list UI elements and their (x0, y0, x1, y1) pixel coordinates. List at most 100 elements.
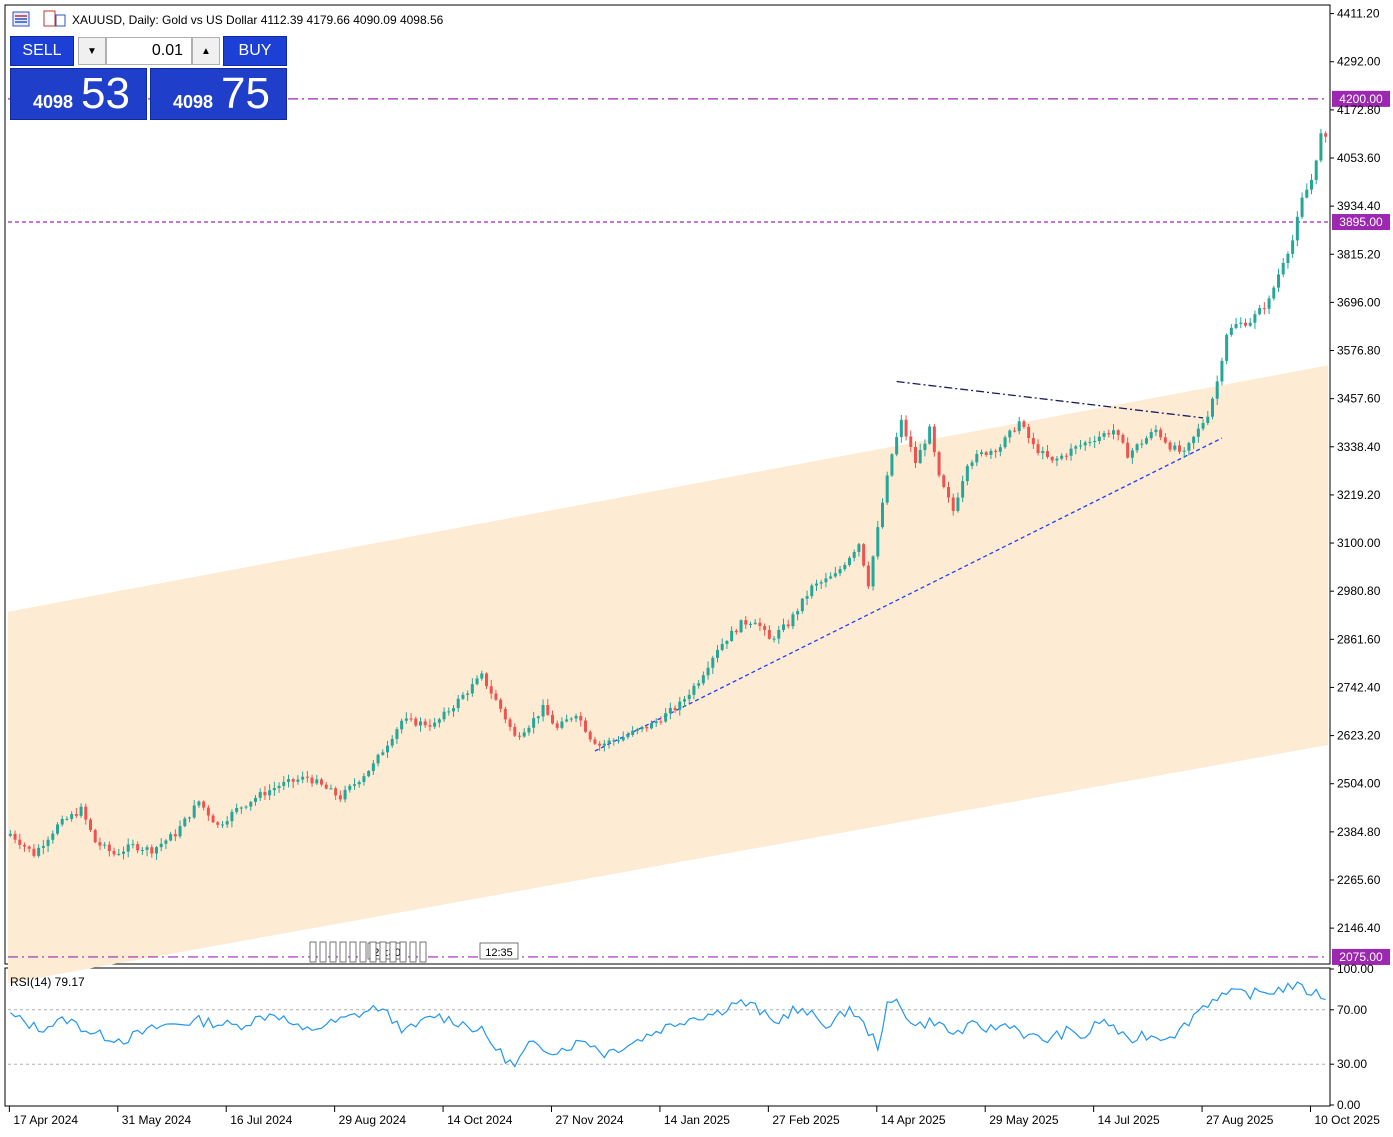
candle-body (1017, 421, 1021, 432)
candle-body (994, 450, 998, 452)
candle-body (1324, 133, 1328, 137)
rsi-layer: 100.00 70.00 30.00 0.00 RSI(14) 79.17 (8, 962, 1374, 1112)
candle-body (272, 788, 276, 791)
price-tick-label: 3100.00 (1337, 536, 1381, 550)
candle-body (791, 614, 795, 627)
candle-body (414, 718, 418, 726)
candle-body (1107, 433, 1111, 435)
candle-body (1258, 308, 1262, 315)
candle-body (1135, 444, 1139, 451)
time-tick-label: 14 Apr 2025 (881, 1113, 946, 1127)
candle-body (499, 699, 503, 709)
candle-body (1262, 308, 1266, 310)
candle-body (527, 727, 531, 733)
buy-button[interactable]: BUY (223, 36, 287, 66)
candle-body (1248, 322, 1252, 326)
candle-body (937, 452, 941, 476)
price-tick-label: 2623.20 (1337, 729, 1381, 743)
candle-body (1041, 451, 1045, 454)
rsi-title: RSI(14) 79.17 (10, 975, 85, 989)
candle-body (74, 814, 78, 816)
candle-body (1027, 426, 1031, 438)
candle-body (1168, 442, 1172, 450)
candle-body (211, 815, 215, 823)
candle-body (84, 806, 88, 820)
candle-body (423, 721, 427, 726)
candle-body (1060, 455, 1064, 459)
time-marker-box (479, 942, 519, 960)
sell-button[interactable]: SELL (10, 36, 74, 66)
candle-body (1187, 443, 1191, 451)
price-tick-label: 3457.60 (1337, 392, 1381, 406)
candle-body (1079, 445, 1082, 447)
candle-body (249, 801, 253, 807)
time-tick-label: 29 May 2025 (989, 1113, 1059, 1127)
candle-body (1074, 446, 1078, 449)
candle-body (617, 740, 620, 742)
candle-body (466, 693, 470, 695)
candle-body (230, 811, 234, 822)
candle-body (848, 557, 851, 565)
candle-body (343, 789, 347, 800)
marker-bar (379, 941, 387, 963)
candle-body (800, 598, 804, 612)
candle-body (301, 776, 305, 780)
time-markers: 22:30 12:35 (309, 941, 519, 963)
candle-body (60, 818, 64, 825)
candle-body (928, 426, 932, 444)
candle-body (1093, 440, 1097, 442)
lot-size-input[interactable]: 0.01 (106, 37, 192, 65)
candle-body (155, 847, 158, 854)
candle-body (145, 847, 149, 850)
candle-body (843, 564, 847, 570)
time-tick-label: 17 Apr 2024 (13, 1113, 78, 1127)
trendline-resistance (896, 380, 1204, 419)
candle-body (838, 569, 842, 574)
price-tick-label: 4172.80 (1337, 103, 1381, 117)
candle-body (404, 718, 408, 721)
sell-price-box[interactable]: 4098 53 (10, 68, 147, 120)
candle-body (188, 817, 191, 819)
candle-body (1277, 274, 1280, 288)
candle-body (371, 763, 375, 771)
trendline-support (594, 437, 1223, 752)
candle-body (532, 718, 536, 728)
title-bar: XAUUSD, Daily: Gold vs US Dollar 4112.39… (12, 10, 444, 27)
candle-body (914, 447, 917, 464)
symbol-icon[interactable] (43, 10, 66, 27)
candle-body (857, 544, 861, 552)
rsi-tick-label: 100.00 (1337, 962, 1374, 976)
candle-body (310, 777, 314, 784)
candle-body (503, 708, 507, 720)
lot-increase-button[interactable]: ▲ (192, 37, 220, 65)
candle-body (197, 801, 201, 806)
buy-price-box[interactable]: 4098 75 (150, 68, 287, 120)
marker-bar (369, 941, 377, 963)
candle-body (1319, 133, 1323, 161)
candle-body (1003, 437, 1007, 448)
candle-body (909, 436, 913, 448)
lot-decrease-button[interactable]: ▼ (78, 37, 106, 65)
candle-body (1201, 423, 1205, 429)
candle-body (470, 684, 474, 694)
time-tick-label: 27 Feb 2025 (772, 1113, 840, 1127)
candle-body (1182, 450, 1186, 452)
candle-body (18, 839, 22, 845)
chart-type-icon[interactable] (12, 11, 30, 27)
candle-body (348, 785, 352, 790)
candle-body (329, 788, 333, 790)
candle-body (338, 795, 342, 800)
candle-body (749, 623, 752, 625)
price-axis[interactable]: 4411.20 4292.00 4172.80 4053.60 3934.40 3815.… (1330, 7, 1381, 936)
candle-body (239, 807, 243, 809)
candle-body (122, 851, 125, 854)
candle-body (225, 821, 229, 825)
candle-body (282, 781, 286, 786)
candle-body (164, 840, 168, 844)
candle-body (829, 576, 833, 579)
time-axis[interactable]: 17 Apr 2024 31 May 2024 16 Jul 2024 29 Aug … (8, 1106, 1380, 1127)
candle-body (353, 784, 356, 786)
rsi-tick-label: 30.00 (1337, 1057, 1367, 1071)
